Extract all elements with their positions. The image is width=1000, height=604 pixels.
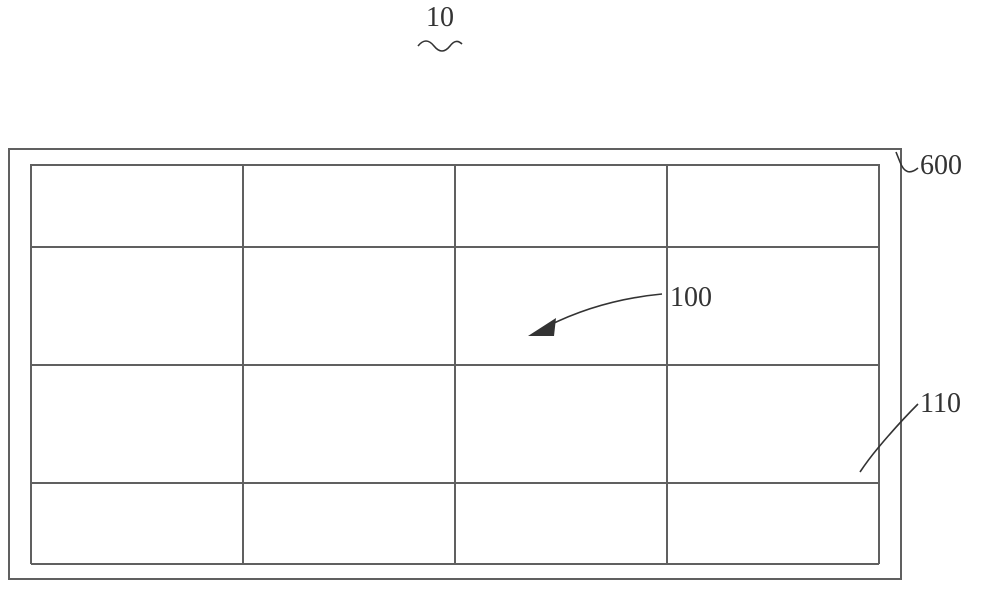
grid-cell <box>243 165 455 247</box>
figure-number-label: 10 <box>410 2 470 34</box>
grid-cell <box>667 365 879 483</box>
grid-cell <box>243 247 455 365</box>
figure-canvas: 10 600 100 110 <box>0 0 1000 604</box>
grid-cell <box>667 483 879 565</box>
grid-cell <box>455 483 667 565</box>
grid-cell <box>31 247 243 365</box>
grid-cell <box>455 365 667 483</box>
grid-cell <box>455 247 667 365</box>
grid-cell <box>31 165 243 247</box>
grid-cell <box>31 365 243 483</box>
ref-label-110: 110 <box>920 388 961 420</box>
grid-cell <box>667 165 879 247</box>
grid-cell <box>31 483 243 565</box>
ref-label-600: 600 <box>920 150 962 182</box>
inner-grid <box>30 164 880 564</box>
ref-label-100: 100 <box>670 282 712 314</box>
grid-cell <box>243 483 455 565</box>
grid-cell <box>455 165 667 247</box>
grid-cell <box>243 365 455 483</box>
